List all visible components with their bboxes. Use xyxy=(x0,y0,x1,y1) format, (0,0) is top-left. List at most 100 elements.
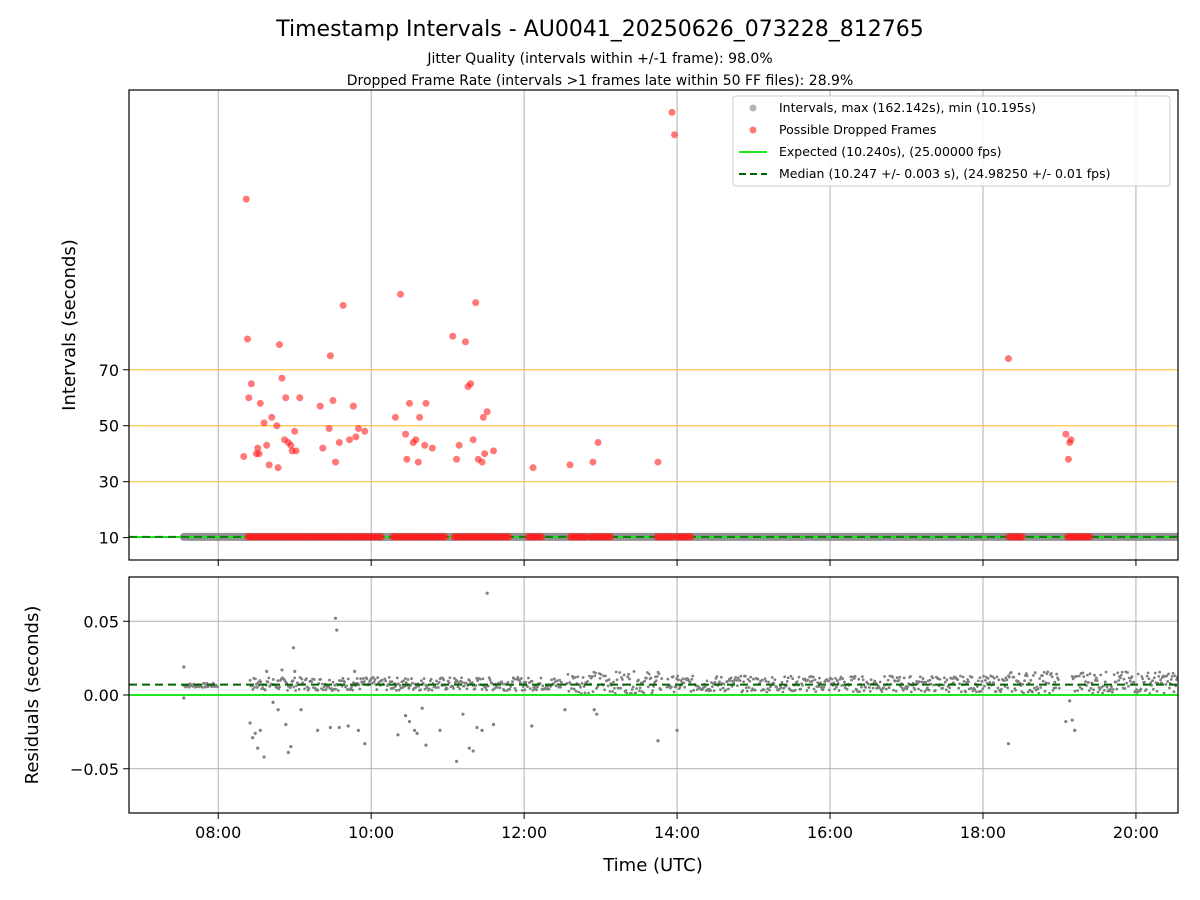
residual-point xyxy=(805,689,809,692)
residual-point xyxy=(1118,676,1122,680)
residual-point xyxy=(375,688,379,691)
residual-point xyxy=(351,688,355,692)
dropped-frame-point xyxy=(414,458,422,466)
residual-point xyxy=(248,721,252,725)
residual-point xyxy=(931,676,935,680)
residual-point xyxy=(851,690,855,693)
x-tick-label: 08:00 xyxy=(195,823,241,842)
residual-point xyxy=(255,686,259,689)
dropped-frame-point xyxy=(1086,533,1094,541)
dropped-frame-point xyxy=(242,195,250,203)
x-tick-label: 14:00 xyxy=(654,823,700,842)
residual-point xyxy=(951,681,955,685)
residual-point xyxy=(873,679,877,683)
residual-point xyxy=(293,669,297,674)
residuals-y-ticks: 0.05 0.00 −0.05 xyxy=(70,612,129,779)
residual-point xyxy=(917,680,921,684)
dropped-frame-point xyxy=(467,380,475,388)
residual-point xyxy=(580,682,584,685)
residual-point xyxy=(1094,676,1098,680)
residual-point xyxy=(1025,674,1029,678)
dropped-frame-point xyxy=(354,425,362,433)
residual-point xyxy=(356,728,361,733)
residual-point xyxy=(837,689,841,692)
residual-point xyxy=(947,690,951,694)
dropped-frame-point xyxy=(1018,533,1026,541)
residual-point xyxy=(709,689,713,692)
residual-point xyxy=(412,728,417,733)
residual-point xyxy=(395,688,398,692)
residual-point xyxy=(880,690,884,694)
chart-subtitle-jitter: Jitter Quality (intervals within +/-1 fr… xyxy=(426,51,772,67)
dropped-frame-point xyxy=(377,533,385,541)
residual-point xyxy=(901,689,905,692)
residual-point xyxy=(871,686,875,690)
residual-point xyxy=(487,676,491,680)
residual-point xyxy=(692,688,696,692)
residual-point xyxy=(201,686,204,689)
residual-point xyxy=(970,675,974,679)
residual-point xyxy=(959,690,963,694)
residual-point xyxy=(756,677,760,681)
intervals-y-axis-label: Intervals (seconds) xyxy=(59,239,80,411)
dropped-frame-point xyxy=(391,413,399,421)
residual-point xyxy=(415,731,419,735)
residual-point xyxy=(966,678,969,681)
residual-point xyxy=(467,746,471,750)
residual-point xyxy=(582,685,586,688)
residual-point xyxy=(334,687,338,691)
residual-point xyxy=(470,681,474,684)
residual-point xyxy=(763,677,767,681)
residual-point xyxy=(672,690,676,694)
residual-point xyxy=(818,681,822,685)
residuals-y-tick-label: 0.05 xyxy=(83,612,119,631)
residual-point xyxy=(1103,680,1107,684)
residual-point xyxy=(1010,690,1014,693)
dropped-frame-point xyxy=(316,402,324,410)
residual-point xyxy=(624,689,628,692)
residual-point xyxy=(403,714,408,718)
residual-point xyxy=(445,687,449,691)
residual-point xyxy=(289,745,293,749)
residual-point xyxy=(713,680,717,684)
residual-point xyxy=(669,685,673,689)
residual-point xyxy=(577,690,581,694)
residual-point xyxy=(299,708,303,712)
residual-point xyxy=(549,685,553,688)
residual-point xyxy=(615,678,619,682)
residual-point xyxy=(795,680,799,684)
residual-point xyxy=(1073,728,1077,733)
residual-point xyxy=(288,686,292,690)
residual-point xyxy=(339,679,343,683)
residual-point xyxy=(1087,689,1091,692)
dropped-frame-point xyxy=(254,444,262,452)
residual-point xyxy=(813,678,817,682)
residual-point xyxy=(833,687,837,691)
residual-point xyxy=(447,681,451,685)
residual-point xyxy=(312,678,316,681)
residual-point xyxy=(683,685,687,689)
residual-point xyxy=(491,722,496,727)
residual-point xyxy=(1132,680,1136,684)
residual-point xyxy=(635,687,639,690)
residual-point xyxy=(353,669,357,674)
residual-point xyxy=(437,680,441,684)
residual-point xyxy=(785,679,789,683)
residual-point xyxy=(982,674,986,678)
residuals-plot-area xyxy=(129,591,1178,763)
residual-point xyxy=(1024,672,1028,675)
residual-point xyxy=(857,677,861,681)
residual-point xyxy=(797,675,801,679)
residual-point xyxy=(359,677,363,681)
legend-dropped-marker xyxy=(749,126,757,134)
residual-point xyxy=(1042,670,1046,674)
residual-point xyxy=(1044,681,1048,685)
residual-point xyxy=(291,679,295,683)
residual-point xyxy=(818,676,821,680)
residual-point xyxy=(442,678,446,682)
residual-point xyxy=(957,686,961,690)
dropped-frame-point xyxy=(349,402,357,410)
residual-point xyxy=(1075,674,1079,678)
residual-point xyxy=(363,742,367,746)
residual-point xyxy=(258,728,262,733)
